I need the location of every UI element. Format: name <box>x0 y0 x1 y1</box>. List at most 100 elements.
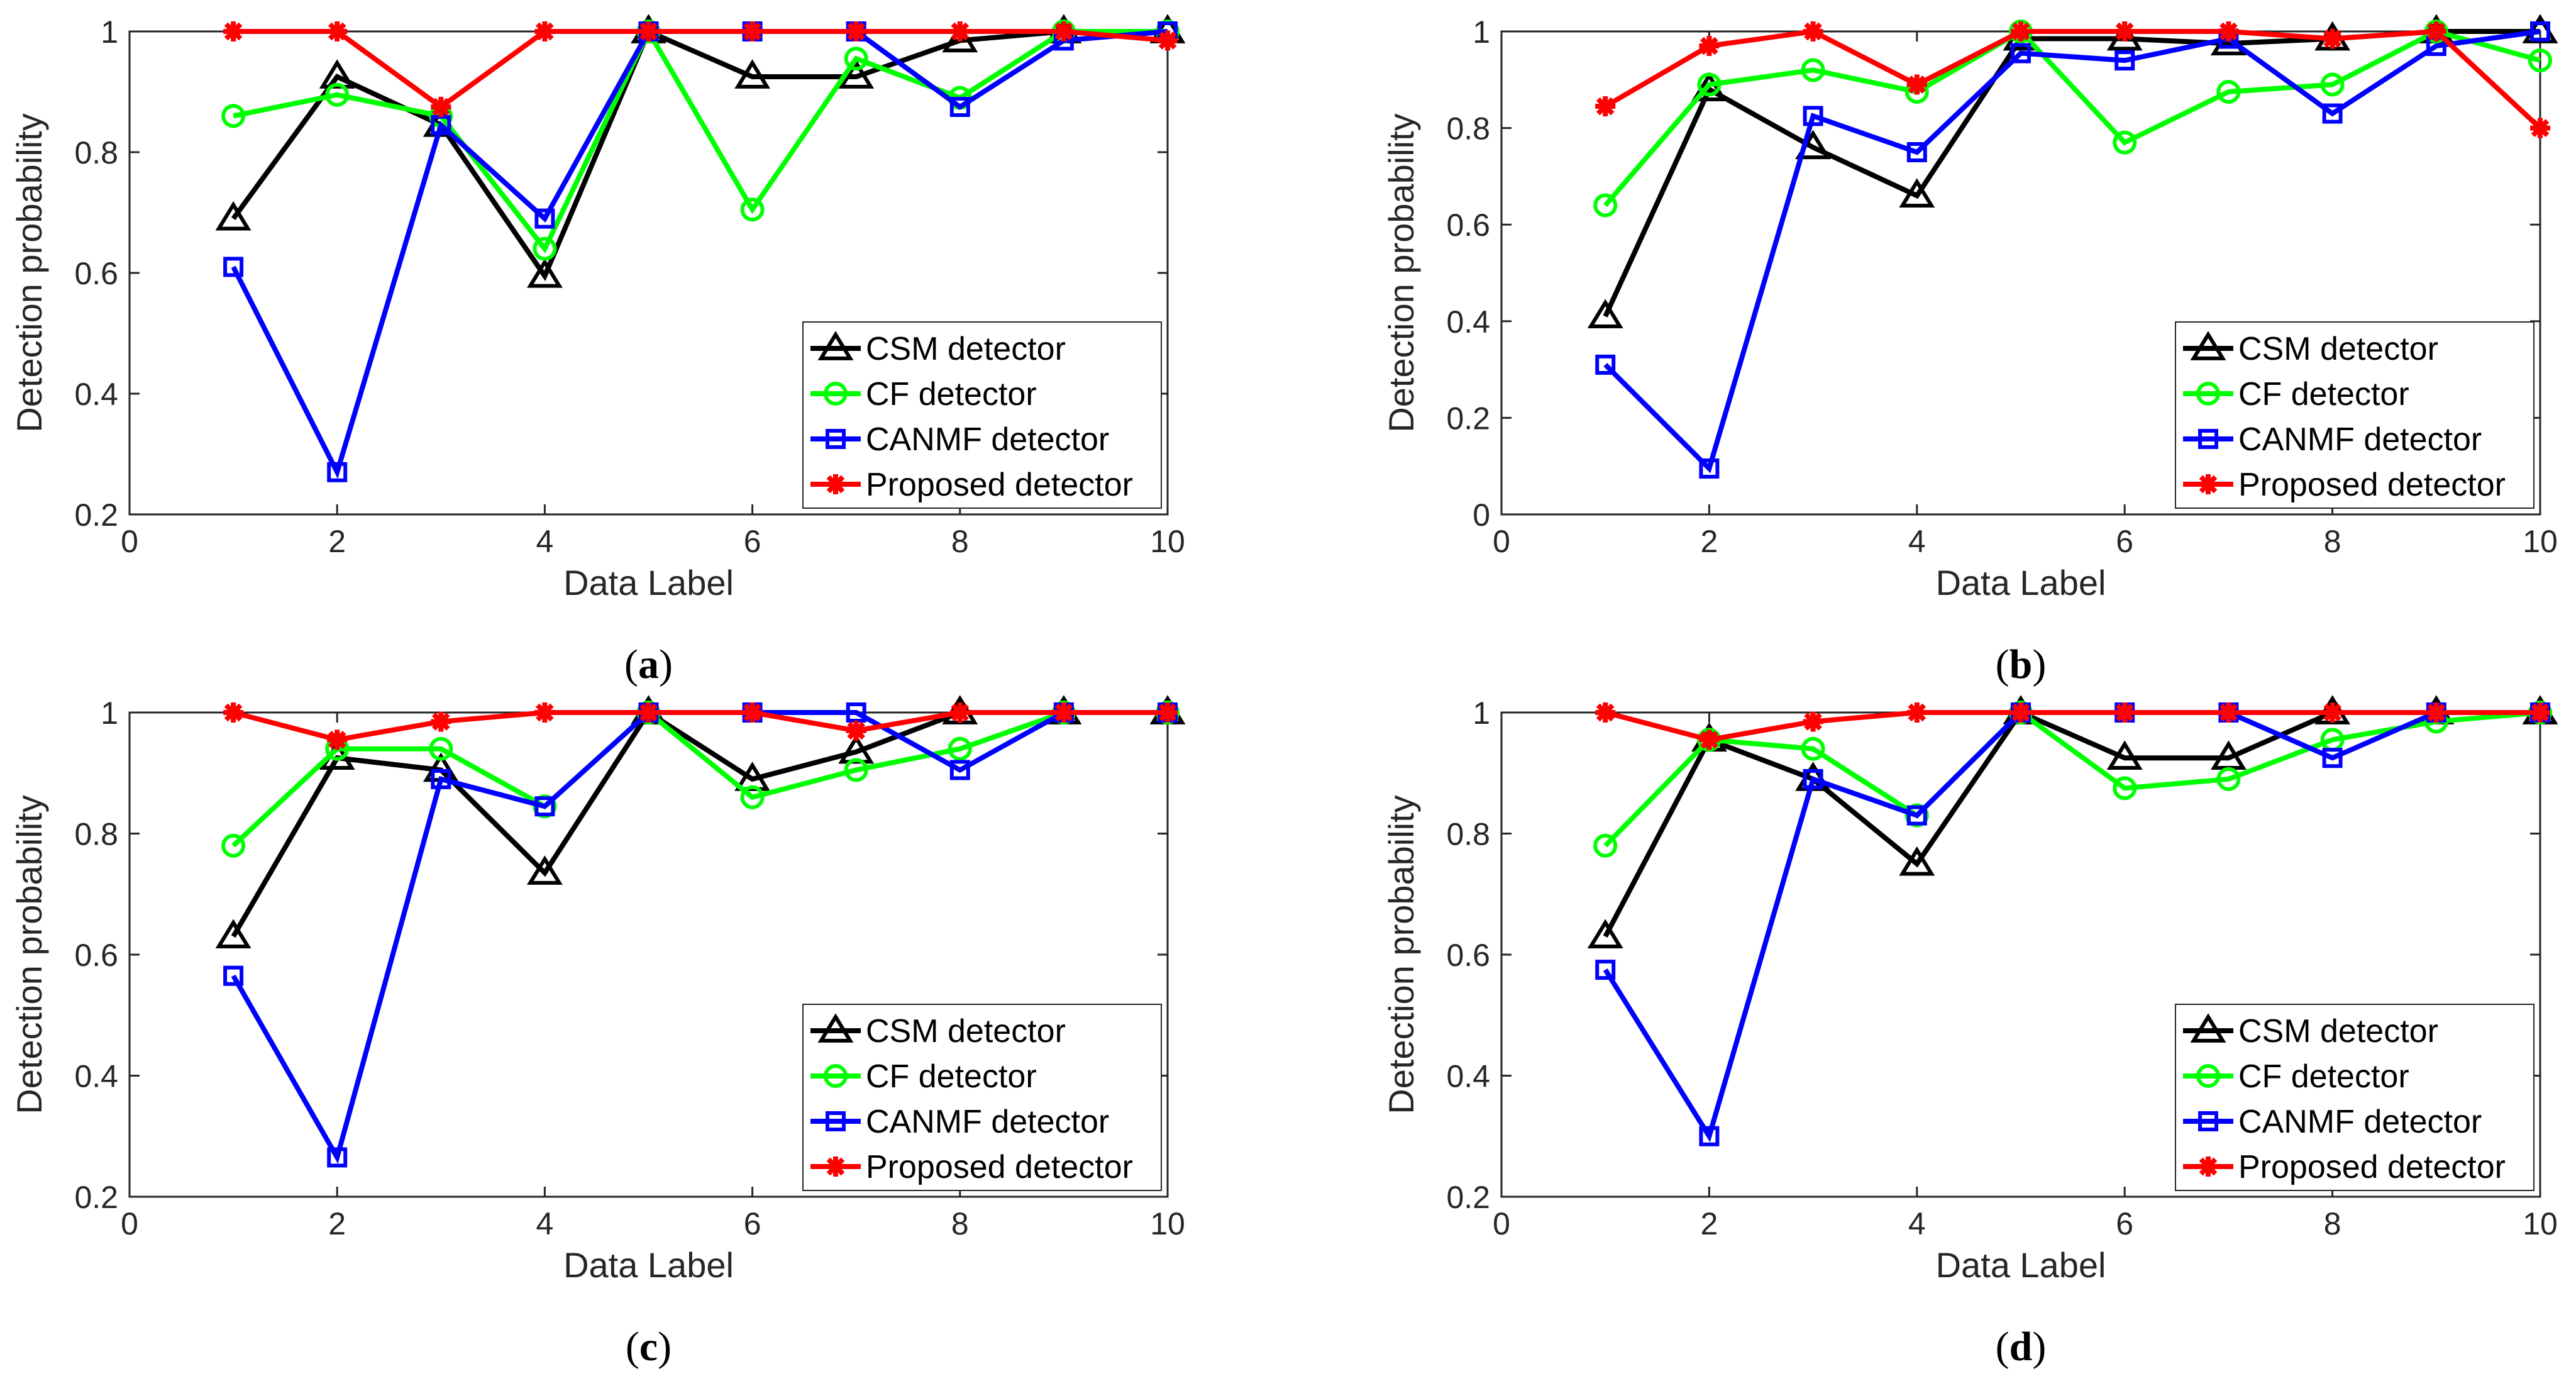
point-c-proposed-2 <box>327 729 348 750</box>
point-c-proposed-3 <box>431 711 451 732</box>
point-c-canmf-3 <box>431 768 451 789</box>
legend-box-b <box>2175 321 2535 509</box>
y-tick-label-c-3: 0.8 <box>74 817 118 852</box>
point-a-csm-1 <box>215 201 252 231</box>
point-b-proposed-3 <box>1803 21 1823 42</box>
panel-caption-c: (c) <box>626 1324 672 1370</box>
legend-swatch-marker-a-0 <box>817 331 854 360</box>
series-line-d-proposed <box>1605 710 2540 743</box>
series-c-proposed <box>223 702 1178 750</box>
legend-swatch-marker-b-0 <box>2190 331 2226 360</box>
point-a-cf-1 <box>221 104 246 128</box>
y-axis-label-a: Detection probability <box>9 113 49 432</box>
series-a-proposed <box>223 21 1178 117</box>
chart-panel-b: 0 2 4 6 8 10 0 0.2 0.4 0.6 0.8 1 Data Label Detection… <box>1381 14 2558 687</box>
x-tick-label-a-3: 6 <box>744 524 761 559</box>
point-b-canmf-2 <box>1699 458 1720 479</box>
x-tick-label-b-4: 8 <box>2324 524 2341 559</box>
point-d-canmf-3 <box>1803 768 1823 789</box>
legend-swatch-marker-c-2 <box>826 1111 846 1131</box>
point-a-proposed-1 <box>223 21 244 42</box>
point-b-canmf-5 <box>2011 43 2031 64</box>
series-line-c-proposed <box>233 710 1168 743</box>
panel-caption-close-a: ) <box>659 641 673 687</box>
point-c-csm-4 <box>526 855 563 885</box>
x-tick-label-a-2: 4 <box>536 524 553 559</box>
point-a-canmf-8 <box>949 97 970 117</box>
legend-swatch-marker-c-1 <box>824 1064 848 1088</box>
series-b-proposed <box>1595 21 2550 138</box>
x-tick-label-d-2: 4 <box>1908 1206 1926 1241</box>
point-d-cf-3 <box>1801 736 1825 761</box>
point-b-cf-7 <box>2216 80 2241 104</box>
point-d-csm-6 <box>2106 740 2143 770</box>
point-a-proposed-4 <box>534 21 555 42</box>
y-axis-label-b: Detection probability <box>1381 113 1421 432</box>
x-tick-label-b-2: 4 <box>1908 524 1926 559</box>
y-tick-label-a-1: 0.4 <box>74 377 118 412</box>
y-tick-label-c-0: 0.2 <box>74 1180 118 1215</box>
y-tick-label-a-3: 0.8 <box>74 135 118 170</box>
panel-caption-open-d: ( <box>1996 1324 2009 1370</box>
x-tick-label-c-2: 4 <box>536 1206 553 1241</box>
point-d-proposed-4 <box>1906 702 1927 723</box>
x-axis-label-c: Data Label <box>563 1245 734 1285</box>
point-d-proposed-1 <box>1595 702 1616 723</box>
point-a-proposed-2 <box>327 21 348 42</box>
point-a-canmf-4 <box>534 208 555 229</box>
point-b-proposed-4 <box>1906 74 1927 95</box>
legend-swatch-marker-d-0 <box>2190 1013 2226 1043</box>
y-tick-label-b-3: 0.6 <box>1446 208 1490 243</box>
point-c-proposed-8 <box>949 702 970 723</box>
y-tick-label-b-1: 0.2 <box>1446 401 1490 436</box>
point-c-canmf-4 <box>534 796 555 817</box>
chart-panel-d: 0 2 4 6 8 10 0.2 0.4 0.6 0.8 1 Data Label Detection … <box>1381 695 2558 1370</box>
x-tick-label-c-3: 6 <box>744 1206 761 1241</box>
point-b-proposed-9 <box>2426 21 2446 42</box>
legend-b: CSM detector CF detector CANMF detector Pro… <box>2175 321 2535 509</box>
point-b-proposed-8 <box>2322 28 2343 49</box>
point-d-proposed-5 <box>2011 702 2031 723</box>
legend-swatch-marker-c-0 <box>817 1013 854 1043</box>
panel-caption-letter-c: c <box>639 1324 658 1370</box>
legend-swatch-marker-c-3 <box>826 1156 846 1177</box>
point-d-cf-7 <box>2216 767 2241 791</box>
point-a-canmf-2 <box>327 462 348 482</box>
legend-a: CSM detector CF detector CANMF detector Pro… <box>802 321 1162 509</box>
point-d-proposed-9 <box>2426 702 2446 723</box>
x-tick-label-c-5: 10 <box>1150 1206 1185 1241</box>
point-c-proposed-1 <box>223 702 244 723</box>
panel-caption-a: (a) <box>624 641 673 687</box>
series-line-b-cf <box>1603 28 2541 208</box>
point-b-canmf-10 <box>2530 21 2550 42</box>
point-a-cf-6 <box>740 197 765 222</box>
point-b-cf-3 <box>1801 58 1825 82</box>
chart-panel-a: 0 2 4 6 8 10 0.2 0.4 0.6 0.8 1 Data Label Detection … <box>9 14 1186 687</box>
x-tick-label-b-0: 0 <box>1493 524 1510 559</box>
point-b-canmf-4 <box>1906 142 1927 162</box>
legend-label-c-2: CANMF detector <box>866 1104 1109 1140</box>
legend-label-d-1: CF detector <box>2238 1058 2409 1095</box>
y-tick-label-b-4: 0.8 <box>1446 111 1490 147</box>
series-line-a-proposed <box>233 29 1168 110</box>
point-c-proposed-6 <box>742 702 763 723</box>
y-tick-label-a-2: 0.6 <box>74 256 118 291</box>
point-d-proposed-7 <box>2218 702 2239 723</box>
panel-caption-close-d: ) <box>2032 1324 2046 1370</box>
point-b-proposed-10 <box>2530 118 2550 138</box>
point-d-canmf-8 <box>2322 748 2343 768</box>
point-d-cf-1 <box>1593 833 1618 858</box>
legend-label-b-3: Proposed detector <box>2238 467 2506 503</box>
series-line-a-csm <box>231 28 1168 282</box>
panel-caption-letter-b: b <box>2009 641 2033 687</box>
x-axis-label-a: Data Label <box>563 563 734 602</box>
point-b-proposed-6 <box>2114 21 2135 42</box>
point-d-proposed-2 <box>1699 729 1720 750</box>
legend-swatch-marker-a-2 <box>826 429 846 449</box>
legend-swatch-marker-b-2 <box>2198 429 2218 449</box>
y-tick-label-c-4: 1 <box>101 696 118 731</box>
x-tick-label-c-0: 0 <box>121 1206 138 1241</box>
point-c-cf-8 <box>948 736 972 761</box>
x-tick-label-a-1: 2 <box>328 524 346 559</box>
panel-caption-open-a: ( <box>624 641 638 687</box>
